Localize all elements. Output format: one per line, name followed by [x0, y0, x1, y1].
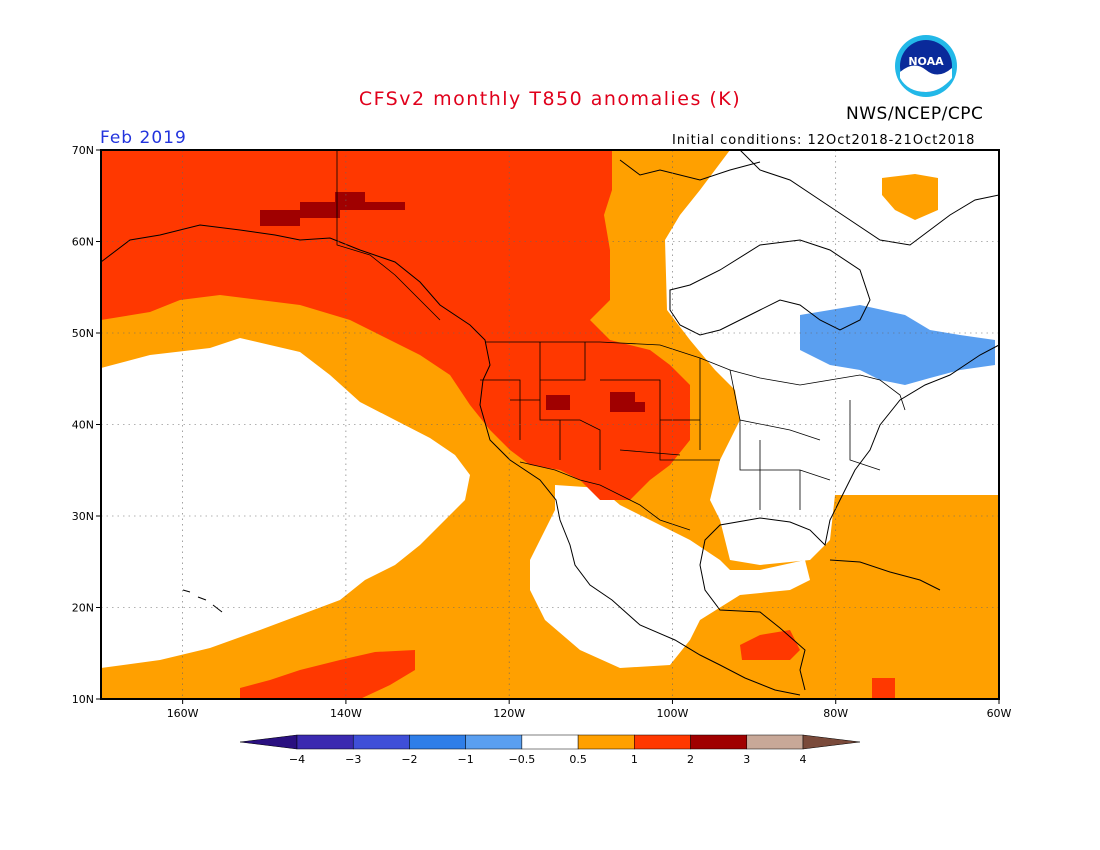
- lat-label: 20N: [72, 602, 94, 615]
- political-borders: [336, 150, 906, 531]
- lat-label: 70N: [72, 144, 94, 157]
- legend-arrow-high: [802, 734, 861, 750]
- legend-level-label: 0.5: [569, 753, 587, 766]
- legend-box: [634, 734, 691, 750]
- initial-conditions: Initial conditions: 12Oct2018-21Oct2018: [672, 133, 976, 148]
- coastline-baffin: [739, 150, 999, 246]
- border-us-canada: [485, 341, 906, 411]
- agency-label: NWS/NCEP/CPC: [846, 104, 984, 124]
- legend-labels: −4 −3 −2 −1 −0.5 0.5 1 2 3 4: [289, 753, 807, 766]
- legend-box: [465, 734, 523, 750]
- border-states: [480, 342, 881, 510]
- legend-level-label: 3: [743, 753, 750, 766]
- legend-box: [521, 734, 579, 750]
- legend-level-label: −1: [458, 753, 474, 766]
- graticule: [101, 150, 999, 699]
- lon-label: 60W: [987, 707, 1012, 720]
- lon-label: 120W: [493, 707, 525, 720]
- legend-level-label: 1: [631, 753, 638, 766]
- lon-label: 100W: [657, 707, 689, 720]
- lat-label: 30N: [72, 510, 94, 523]
- lat-label: 40N: [72, 419, 94, 432]
- noaa-logo-text: NOAA: [908, 55, 944, 68]
- legend-arrow-low: [239, 734, 298, 750]
- legend-level-label: −3: [345, 753, 361, 766]
- legend-level-label: −2: [401, 753, 417, 766]
- border-us-mexico: [519, 461, 691, 531]
- red-region-caribbean: [872, 678, 895, 699]
- legend-color-boxes: [239, 734, 861, 750]
- blue-region-quebec: [800, 305, 995, 385]
- legend-box: [746, 734, 804, 750]
- tick-marks: [96, 149, 1000, 704]
- coastline-hawaii: [182, 589, 223, 613]
- legend-level-label: −0.5: [509, 753, 536, 766]
- lon-tick-labels: 160W 140W 120W 100W 80W 60W: [167, 707, 1012, 720]
- lon-label: 80W: [823, 707, 848, 720]
- legend-level-label: 4: [800, 753, 807, 766]
- darkred-region-rockies-1: [546, 395, 570, 410]
- lat-tick-labels: 70N 60N 50N 40N 30N 20N 10N: [72, 144, 94, 706]
- legend-level-label: −4: [289, 753, 305, 766]
- coastline-gulf: [699, 344, 999, 691]
- lon-label: 160W: [167, 707, 199, 720]
- legend-box: [690, 734, 748, 750]
- coastline-arctic: [619, 159, 761, 181]
- map-title: CFSv2 monthly T850 anomalies (K): [358, 88, 742, 110]
- legend-box: [296, 734, 354, 750]
- coastline-alaska: [101, 224, 801, 696]
- border-alaska-canada: [336, 150, 441, 321]
- legend-box: [577, 734, 635, 750]
- darkred-region-alaska: [260, 192, 405, 226]
- orange-region-labrador: [882, 174, 938, 220]
- lon-label: 140W: [330, 707, 362, 720]
- coastline-cuba: [829, 559, 941, 591]
- darkred-region-rockies-2: [610, 392, 645, 412]
- noaa-logo-icon: NOAA: [895, 35, 957, 97]
- legend-box: [352, 734, 410, 750]
- white-region-pacific: [101, 338, 470, 668]
- legend-level-label: 2: [687, 753, 694, 766]
- coastlines: [101, 150, 999, 696]
- red-region-subtropical: [240, 650, 415, 699]
- red-region-central-america: [740, 630, 800, 660]
- legend-box: [409, 734, 466, 750]
- lat-label: 10N: [72, 693, 94, 706]
- lat-label: 60N: [72, 236, 94, 249]
- forecast-month: Feb 2019: [100, 128, 187, 148]
- lat-label: 50N: [72, 327, 94, 340]
- red-region-northwest: [101, 150, 690, 500]
- coastline-hudson: [669, 239, 871, 336]
- white-region-mexico: [530, 485, 810, 668]
